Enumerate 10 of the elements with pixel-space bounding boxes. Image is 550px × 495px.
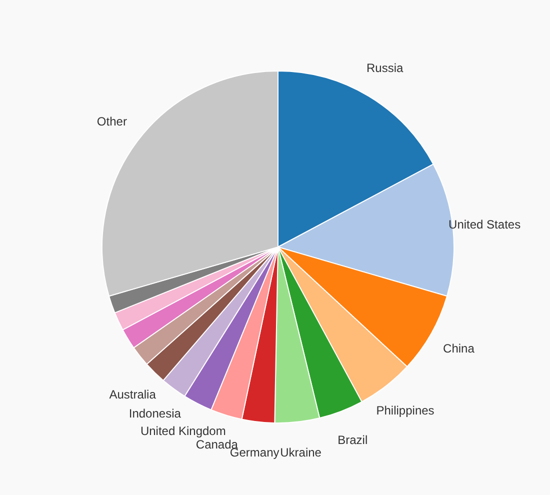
slice-label: Brazil: [338, 432, 368, 447]
slice-label: Australia: [109, 387, 156, 402]
slice-label: Ukraine: [280, 446, 322, 460]
slice-label: Other: [96, 114, 127, 128]
slice-label: United Kingdom: [140, 424, 226, 438]
slice-label: Russia: [366, 61, 404, 76]
slice-label: Philippines: [376, 403, 434, 418]
slice-label: United States: [448, 218, 521, 232]
slice-label: China: [443, 342, 475, 356]
slice-label: Indonesia: [128, 406, 182, 420]
